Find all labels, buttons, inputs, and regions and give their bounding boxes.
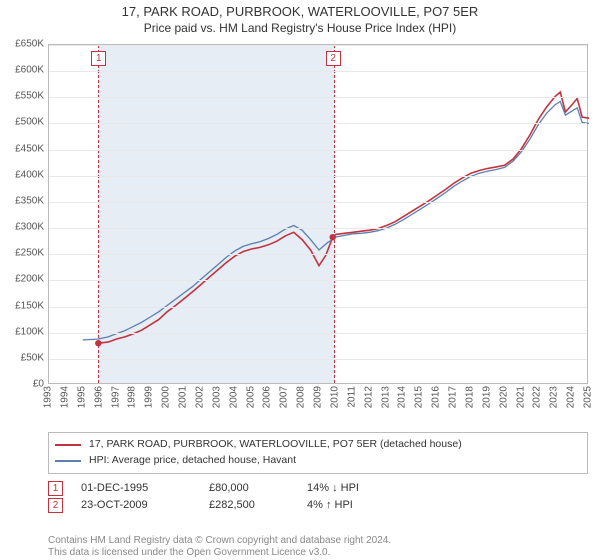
event-marker-box-1: 2 xyxy=(326,51,341,66)
y-axis-label: £500K xyxy=(0,117,44,128)
event-marker-box-0: 1 xyxy=(91,51,106,66)
x-axis-label: 2020 xyxy=(498,386,509,408)
y-axis-label: £50K xyxy=(0,352,44,363)
x-axis-label: 2019 xyxy=(481,386,492,408)
x-axis-label: 2015 xyxy=(414,386,425,408)
events-table: 1 01-DEC-1995 £80,000 14% ↓ HPI 2 23-OCT… xyxy=(48,480,588,514)
legend-row-0: 17, PARK ROAD, PURBROOK, WATERLOOVILLE, … xyxy=(55,437,581,453)
legend-label-0: 17, PARK ROAD, PURBROOK, WATERLOOVILLE, … xyxy=(89,437,462,453)
x-axis-label: 2011 xyxy=(346,386,357,408)
event-row-1: 2 23-OCT-2009 £282,500 4% ↑ HPI xyxy=(48,497,588,514)
y-axis-label: £150K xyxy=(0,300,44,311)
x-axis-label: 2017 xyxy=(448,386,459,408)
gridline xyxy=(49,71,587,72)
gridline xyxy=(49,333,587,334)
legend-swatch-0 xyxy=(55,444,81,446)
x-axis-label: 2009 xyxy=(313,386,324,408)
x-axis-label: 1993 xyxy=(43,386,54,408)
footnote-line1: Contains HM Land Registry data © Crown c… xyxy=(48,535,391,546)
series-line-0 xyxy=(98,92,589,343)
footnote: Contains HM Land Registry data © Crown c… xyxy=(48,535,588,559)
event-point-1 xyxy=(330,234,336,240)
x-axis-label: 2016 xyxy=(431,386,442,408)
x-axis-label: 2013 xyxy=(380,386,391,408)
chart-title: 17, PARK ROAD, PURBROOK, WATERLOOVILLE, … xyxy=(0,0,600,21)
event-num-0: 1 xyxy=(48,481,63,496)
series-line-1 xyxy=(83,102,589,341)
y-axis-label: £600K xyxy=(0,65,44,76)
y-axis-label: £650K xyxy=(0,39,44,50)
event-row-0: 1 01-DEC-1995 £80,000 14% ↓ HPI xyxy=(48,480,588,497)
gridline xyxy=(49,97,587,98)
x-axis-label: 1997 xyxy=(110,386,121,408)
x-axis-label: 2001 xyxy=(178,386,189,408)
gridline xyxy=(49,280,587,281)
legend-series-box: 17, PARK ROAD, PURBROOK, WATERLOOVILLE, … xyxy=(48,432,588,474)
event-point-0 xyxy=(95,340,101,346)
x-axis-label: 2022 xyxy=(532,386,543,408)
plot-area: 12 xyxy=(48,44,588,384)
event-date-1: 23-OCT-2009 xyxy=(81,499,191,511)
event-diff-1: 4% ↑ HPI xyxy=(307,499,353,511)
y-axis-label: £400K xyxy=(0,169,44,180)
x-axis-label: 2007 xyxy=(279,386,290,408)
x-axis-label: 2012 xyxy=(363,386,374,408)
event-price-0: £80,000 xyxy=(209,482,289,494)
gridline xyxy=(49,202,587,203)
legend: 17, PARK ROAD, PURBROOK, WATERLOOVILLE, … xyxy=(48,432,588,514)
event-price-1: £282,500 xyxy=(209,499,289,511)
y-axis-label: £300K xyxy=(0,222,44,233)
legend-label-1: HPI: Average price, detached house, Hava… xyxy=(89,453,296,469)
x-axis-label: 1999 xyxy=(144,386,155,408)
x-axis-label: 2021 xyxy=(515,386,526,408)
chart-area: 12 £0£50K£100K£150K£200K£250K£300K£350K£… xyxy=(48,44,588,404)
x-axis-label: 2010 xyxy=(329,386,340,408)
gridline xyxy=(49,228,587,229)
x-axis-label: 1994 xyxy=(59,386,70,408)
gridline xyxy=(49,123,587,124)
y-axis-label: £450K xyxy=(0,143,44,154)
chart-subtitle: Price paid vs. HM Land Registry's House … xyxy=(0,21,600,39)
x-axis-label: 2005 xyxy=(245,386,256,408)
x-axis-label: 2003 xyxy=(211,386,222,408)
y-axis-label: £200K xyxy=(0,274,44,285)
gridline xyxy=(49,45,587,46)
x-axis-label: 2002 xyxy=(194,386,205,408)
y-axis-label: £100K xyxy=(0,326,44,337)
y-axis-label: £350K xyxy=(0,195,44,206)
legend-swatch-1 xyxy=(55,460,81,462)
event-diff-0: 14% ↓ HPI xyxy=(307,482,359,494)
x-axis-label: 2014 xyxy=(397,386,408,408)
x-axis-label: 1995 xyxy=(76,386,87,408)
gridline xyxy=(49,150,587,151)
x-axis-label: 2008 xyxy=(296,386,307,408)
gridline xyxy=(49,254,587,255)
y-axis-label: £250K xyxy=(0,248,44,259)
chart-lines xyxy=(49,45,589,385)
x-axis-label: 2024 xyxy=(566,386,577,408)
gridline xyxy=(49,176,587,177)
x-axis-label: 1996 xyxy=(93,386,104,408)
x-axis-label: 2006 xyxy=(262,386,273,408)
y-axis-label: £0 xyxy=(0,379,44,390)
event-date-0: 01-DEC-1995 xyxy=(81,482,191,494)
footnote-line2: This data is licensed under the Open Gov… xyxy=(48,547,330,558)
x-axis-label: 2000 xyxy=(161,386,172,408)
x-axis-label: 2004 xyxy=(228,386,239,408)
gridline xyxy=(49,359,587,360)
legend-row-1: HPI: Average price, detached house, Hava… xyxy=(55,453,581,469)
event-num-1: 2 xyxy=(48,498,63,513)
x-axis-label: 2025 xyxy=(583,386,594,408)
x-axis-label: 1998 xyxy=(127,386,138,408)
x-axis-label: 2023 xyxy=(549,386,560,408)
x-axis-label: 2018 xyxy=(464,386,475,408)
y-axis-label: £550K xyxy=(0,91,44,102)
gridline xyxy=(49,307,587,308)
